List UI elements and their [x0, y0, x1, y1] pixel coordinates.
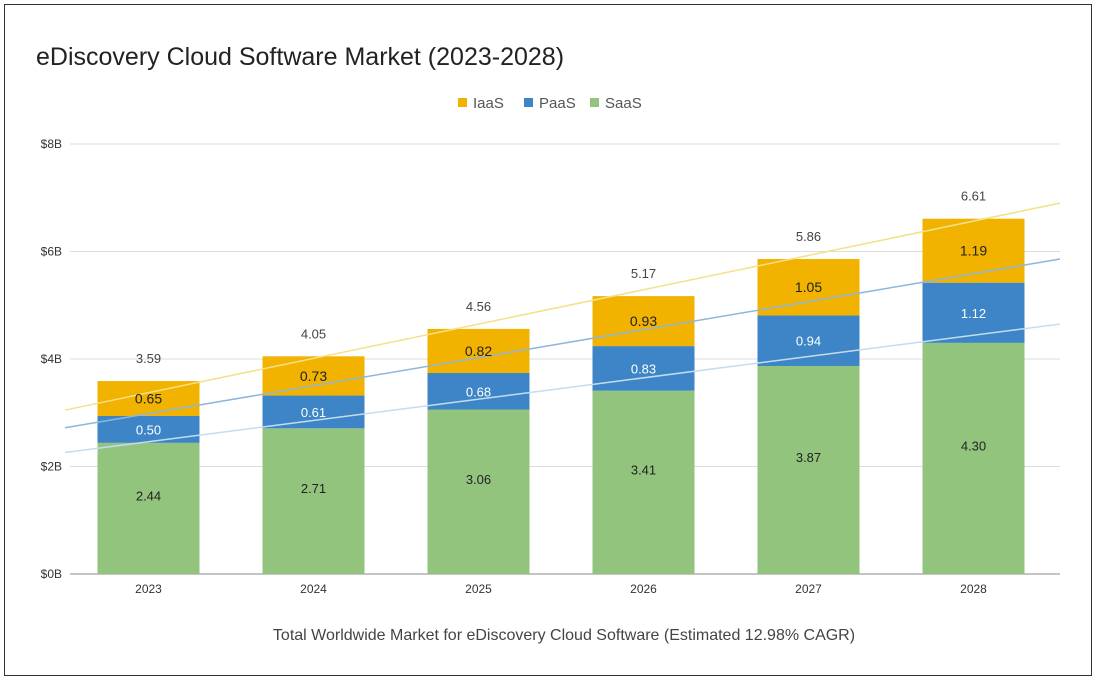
data-label-iaas: 0.73: [300, 368, 327, 384]
bar-iaas-2026[interactable]: [592, 296, 695, 347]
legend: IaaS PaaS SaaS: [458, 95, 642, 112]
data-label-saas: 2.44: [136, 488, 161, 503]
bar-iaas-2023[interactable]: [97, 381, 200, 416]
legend-swatch-paas: [524, 98, 533, 107]
x-tick-label: 2026: [630, 582, 657, 596]
data-label-saas: 3.06: [466, 472, 491, 487]
legend-label-saas: SaaS: [605, 95, 642, 112]
trendline: [64, 323, 1061, 454]
data-label-saas: 2.71: [301, 481, 326, 496]
total-label: 6.61: [961, 189, 986, 204]
data-label-iaas: 1.05: [795, 279, 822, 295]
data-label-paas: 0.61: [301, 405, 326, 420]
data-labels: 2.44 0.50 0.65 3.59 2023 2.71 0.61 0.73 4.05 2024…: [135, 189, 987, 596]
legend-swatch-iaas: [458, 98, 467, 107]
gridlines: $0B $2B $4B $6B $8B: [41, 137, 1060, 581]
data-label-paas: 1.12: [961, 306, 986, 321]
data-label-iaas: 1.19: [960, 243, 987, 259]
y-tick-label: $0B: [41, 567, 62, 581]
bar-paas-2023[interactable]: [97, 415, 200, 443]
x-axis-title: Total Worldwide Market for eDiscovery Cl…: [273, 627, 855, 644]
data-label-iaas: 0.82: [465, 343, 492, 359]
x-tick-label: 2024: [300, 582, 327, 596]
data-label-iaas: 0.93: [630, 313, 657, 329]
bar-iaas-2024[interactable]: [262, 356, 365, 396]
total-label: 5.86: [796, 229, 821, 244]
y-tick-label: $8B: [41, 137, 62, 151]
bar-saas-2028[interactable]: [922, 342, 1025, 574]
bars: [97, 218, 1025, 574]
chart-title: eDiscovery Cloud Software Market (2023-2…: [36, 43, 564, 71]
legend-swatch-saas: [590, 98, 599, 107]
bar-paas-2028[interactable]: [922, 282, 1025, 343]
bar-paas-2024[interactable]: [262, 395, 365, 429]
bar-saas-2027[interactable]: [757, 365, 860, 574]
data-label-paas: 0.83: [631, 361, 656, 376]
bar-iaas-2025[interactable]: [427, 328, 530, 373]
data-label-paas: 0.94: [796, 334, 821, 349]
total-label: 5.17: [631, 266, 656, 281]
x-tick-label: 2023: [135, 582, 162, 596]
y-tick-label: $6B: [41, 245, 62, 259]
data-label-saas: 3.41: [631, 462, 656, 477]
legend-label-iaas: IaaS: [473, 95, 504, 112]
x-tick-label: 2025: [465, 582, 492, 596]
data-label-saas: 3.87: [796, 450, 821, 465]
y-tick-label: $2B: [41, 460, 62, 474]
bar-saas-2026[interactable]: [592, 390, 695, 574]
x-tick-label: 2028: [960, 582, 987, 596]
bar-iaas-2028[interactable]: [922, 218, 1025, 283]
trendline: [64, 258, 1061, 429]
bar-saas-2025[interactable]: [427, 409, 530, 574]
bar-saas-2024[interactable]: [262, 428, 365, 574]
bar-saas-2023[interactable]: [97, 442, 200, 574]
data-label-saas: 4.30: [961, 438, 986, 453]
x-tick-label: 2027: [795, 582, 822, 596]
bar-iaas-2027[interactable]: [757, 259, 860, 316]
bar-paas-2026[interactable]: [592, 346, 695, 391]
total-label: 4.05: [301, 326, 326, 341]
data-label-iaas: 0.65: [135, 391, 162, 407]
total-label: 4.56: [466, 299, 491, 314]
data-label-paas: 0.50: [136, 422, 161, 437]
trendline: [64, 202, 1061, 411]
bar-paas-2027[interactable]: [757, 315, 860, 366]
legend-label-paas: PaaS: [539, 95, 576, 112]
y-tick-label: $4B: [41, 352, 62, 366]
data-label-paas: 0.68: [466, 384, 491, 399]
trendlines: [64, 202, 1061, 454]
total-label: 3.59: [136, 351, 161, 366]
